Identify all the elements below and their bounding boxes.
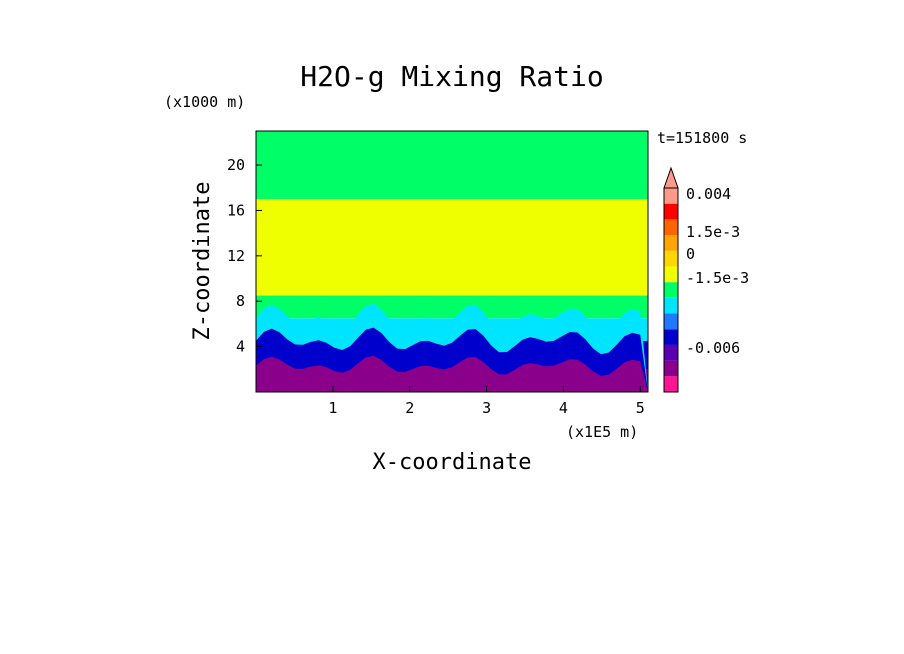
- x-tick-labels: 1 2 3 4 5: [328, 386, 645, 417]
- field-layer-3: [256, 295, 648, 319]
- colorbar-swatch: [664, 297, 678, 314]
- x-tick-label: 1: [328, 399, 337, 417]
- x-tick-label: 2: [405, 399, 414, 417]
- colorbar-frame: [663, 187, 679, 393]
- colorbar-label: -0.006: [686, 339, 740, 357]
- colorbar-swatch: [664, 250, 678, 267]
- colorbar-swatch: [664, 266, 678, 283]
- colorbar-swatch: [664, 282, 678, 298]
- y-tick-labels: 4 8 12 16 20: [227, 156, 262, 356]
- x-axis-label: X-coordinate: [373, 450, 532, 475]
- time-label: t=151800 s: [657, 129, 747, 147]
- colorbar-swatch: [664, 376, 678, 392]
- colorbar-swatch: [664, 329, 678, 345]
- colorbar-swatch: [664, 360, 678, 377]
- colorbar-label: 0.004: [686, 185, 731, 203]
- colorbar-extend-arrow: [663, 166, 679, 189]
- colorbar-swatch: [664, 235, 678, 251]
- field-layer-4: [256, 199, 648, 296]
- x-tick-label: 4: [559, 399, 568, 417]
- plot-area: [255, 130, 649, 393]
- field-layer-5: [256, 131, 648, 200]
- colorbar: [663, 166, 679, 393]
- colorbar-label: -1.5e-3: [686, 269, 749, 287]
- x-tick-label: 3: [482, 399, 491, 417]
- y-tick-label: 12: [227, 247, 245, 265]
- field-contour-purple: [256, 355, 648, 392]
- colorbar-swatch: [664, 313, 678, 330]
- chart-title: H2O-g Mixing Ratio: [300, 60, 603, 93]
- colorbar-swatch: [664, 203, 678, 220]
- plot-frame: [255, 130, 649, 393]
- y-unit-label: (x1000 m): [164, 93, 245, 111]
- colorbar-swatch: [664, 188, 678, 204]
- x-tick-label: 5: [636, 399, 645, 417]
- y-tick-label: 16: [227, 201, 245, 219]
- colorbar-swatch: [664, 219, 678, 236]
- y-tick-label: 20: [227, 156, 245, 174]
- colorbar-label: 1.5e-3: [686, 223, 740, 241]
- colorbar-labels: 0.004 1.5e-3 0 -1.5e-3 -0.006: [686, 185, 749, 357]
- colorbar-label: 0: [686, 245, 695, 263]
- x-unit-label: (x1E5 m): [566, 423, 638, 441]
- y-tick-label: 8: [236, 292, 245, 310]
- colorbar-swatch: [664, 344, 678, 361]
- y-axis-label: Z-coordinate: [190, 182, 215, 341]
- y-tick-label: 4: [236, 338, 245, 356]
